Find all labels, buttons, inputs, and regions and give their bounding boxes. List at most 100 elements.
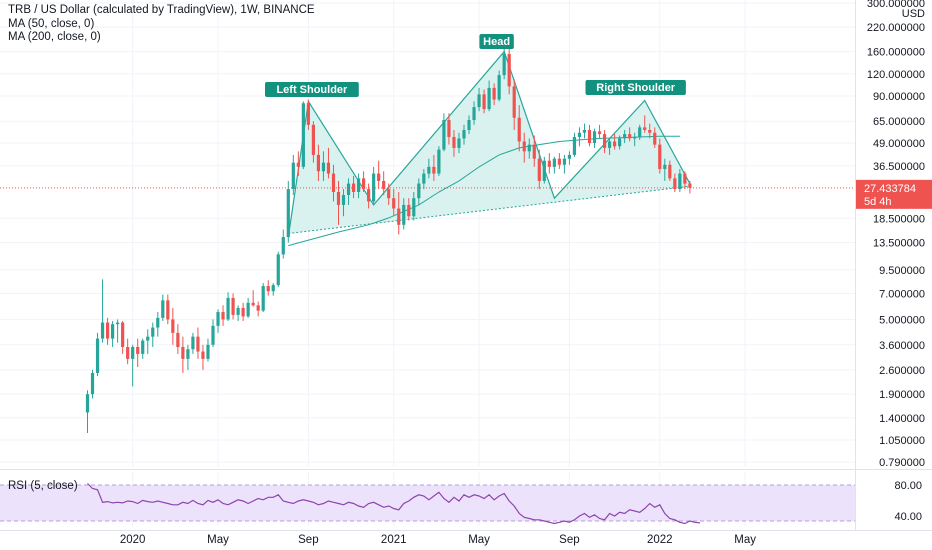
candle-down <box>166 300 170 320</box>
candle-down <box>181 346 185 359</box>
candle-down <box>306 103 310 125</box>
candle-up <box>542 160 546 181</box>
rsi-legend: RSI (5, close) <box>8 480 78 492</box>
ma50-line <box>288 135 680 247</box>
candle-up <box>577 132 582 137</box>
time-tick: 2021 <box>381 534 407 546</box>
candle-up <box>341 195 346 205</box>
candle-down <box>522 141 526 152</box>
candle-up <box>592 131 597 144</box>
candle-up <box>462 129 466 139</box>
candle-up <box>116 322 120 325</box>
candle-down <box>643 127 647 130</box>
candle-down <box>653 132 657 145</box>
candle-down <box>296 162 300 167</box>
candle-up <box>502 54 506 76</box>
price-axis[interactable]: 300.000000 220.000000 160.000000 120.000000… <box>856 0 932 523</box>
candle-down <box>452 136 456 148</box>
candle-up <box>271 285 275 292</box>
rsi-line <box>87 483 701 525</box>
price-tick: 13.500000 <box>873 238 925 250</box>
candle-down <box>241 307 245 317</box>
price-tick: 120.000000 <box>867 69 925 81</box>
candle-down <box>492 87 496 100</box>
candle-up <box>246 302 250 317</box>
candle-down <box>532 144 536 159</box>
candle-down <box>126 346 130 359</box>
candle-up <box>321 162 326 172</box>
price-tick: 220.000000 <box>867 22 925 34</box>
candle-up <box>618 138 622 147</box>
candle-up <box>457 138 461 148</box>
candle-up <box>412 198 416 217</box>
time-tick: 2022 <box>647 534 673 546</box>
candle-up <box>527 144 531 152</box>
price-tick: 36.500000 <box>873 161 925 173</box>
candle-up <box>186 349 190 359</box>
candle-up <box>216 312 220 326</box>
candle-up <box>422 173 426 184</box>
candle-up <box>141 340 145 354</box>
candle-down <box>447 120 451 137</box>
candle-up <box>567 154 572 159</box>
candle-down <box>507 54 511 87</box>
candle-down <box>326 162 331 174</box>
candle-up <box>623 134 627 139</box>
candle-down <box>557 158 561 165</box>
time-tick: May <box>468 534 490 546</box>
price-tick: 160.000000 <box>867 47 925 59</box>
candle-up <box>95 338 100 373</box>
candle-down <box>668 164 672 179</box>
candle-up <box>638 127 642 137</box>
chart-title: TRB / US Dollar (calculated by TradingVi… <box>8 4 315 16</box>
candle-down <box>517 117 521 142</box>
candle-down <box>482 94 486 110</box>
candle-down <box>432 166 436 174</box>
left-shoulder-label-box <box>264 82 359 97</box>
candle-up <box>146 336 150 341</box>
countdown-value: 5d 4h <box>864 196 892 208</box>
candle-up <box>372 173 376 202</box>
candle-down <box>171 319 175 333</box>
rsi-band <box>0 485 855 521</box>
candle-up <box>226 297 230 320</box>
head-label: Head <box>483 36 510 48</box>
candle-down <box>648 129 652 133</box>
candle-up <box>211 325 215 345</box>
head-label-box <box>479 34 514 49</box>
candle-down <box>331 173 336 193</box>
moving-average <box>288 135 680 247</box>
candle-up <box>236 307 240 315</box>
candle-down <box>547 160 551 167</box>
candle-up <box>552 158 556 167</box>
candle-down <box>362 178 366 190</box>
candle-down <box>512 86 516 118</box>
candle-down <box>256 305 260 311</box>
candle-down <box>221 312 225 320</box>
candle-up <box>487 87 491 110</box>
candle-up <box>467 120 471 130</box>
price-tick: 1.400000 <box>879 413 925 425</box>
candle-down <box>351 183 356 193</box>
candle-down <box>387 189 391 199</box>
candle-up <box>276 254 280 286</box>
candle-up <box>151 327 155 337</box>
price-candles <box>85 38 692 433</box>
candle-down <box>628 134 632 139</box>
candle-up <box>131 346 135 359</box>
candle-up <box>161 300 165 318</box>
candle-up <box>206 344 210 359</box>
time-axis[interactable]: 2020 May Sep 2021 May Sep 2022 May <box>120 534 756 546</box>
rsi-tick: 40.00 <box>894 511 922 523</box>
candle-down <box>231 297 235 315</box>
right-shoulder-label-box <box>585 80 686 95</box>
price-tick: 5.000000 <box>879 314 925 326</box>
price-tick: 7.000000 <box>879 288 925 300</box>
rsi-tick: 80.00 <box>894 480 922 492</box>
candle-down <box>673 178 677 190</box>
candle-up <box>85 394 90 413</box>
time-tick: Sep <box>559 534 579 546</box>
candle-down <box>105 322 110 339</box>
last-price-value: 27.433784 <box>864 183 916 195</box>
